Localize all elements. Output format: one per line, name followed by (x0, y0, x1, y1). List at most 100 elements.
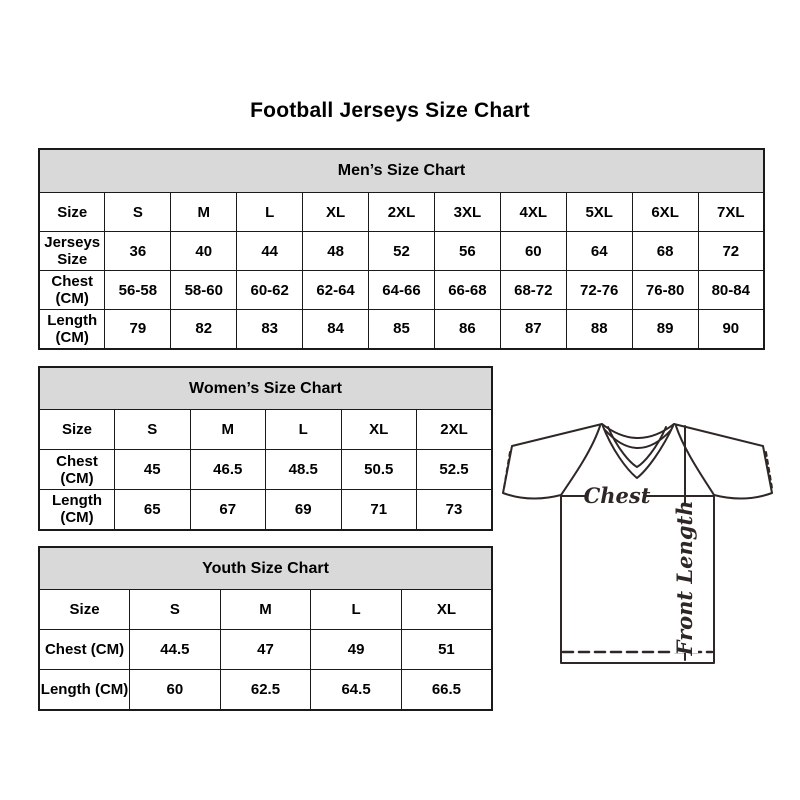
value-cell: 40 (170, 231, 238, 271)
front-length-label: Front Length (672, 501, 697, 657)
value-cell: 72-76 (565, 270, 633, 310)
row-header-cell: Length (CM) (38, 309, 106, 349)
value-cell: 65 (114, 489, 191, 530)
table-title: Youth Size Chart (38, 546, 493, 590)
value-cell: 79 (104, 309, 172, 349)
value-cell: 82 (170, 309, 238, 349)
value-cell: 36 (104, 231, 172, 271)
table-row: Chest (CM) 45 46.5 48.5 50.5 52.5 (38, 449, 493, 490)
jersey-vneck-outer (601, 423, 675, 479)
value-cell: 56-58 (104, 270, 172, 310)
value-cell: 45 (114, 449, 191, 490)
table-row: Chest (CM) 44.5 47 49 51 (38, 629, 493, 670)
table-title-row: Women’s Size Chart (38, 366, 493, 410)
value-cell: 68 (631, 231, 699, 271)
value-cell: 64 (565, 231, 633, 271)
row-header-cell: Chest (CM) (38, 629, 131, 670)
value-cell: L (310, 589, 402, 630)
table-row: Chest (CM) 56-58 58-60 60-62 62-64 64-66 66-68… (38, 270, 765, 310)
value-cell: L (265, 409, 342, 450)
value-cell: 89 (631, 309, 699, 349)
value-cell: 58-60 (170, 270, 238, 310)
value-cell: S (114, 409, 191, 450)
value-cell: 76-80 (631, 270, 699, 310)
row-header-cell: Jerseys Size (38, 231, 106, 271)
value-cell: 46.5 (189, 449, 266, 490)
row-header-cell: Size (38, 192, 106, 232)
value-cell: 84 (302, 309, 370, 349)
row-header-cell: Length (CM) (38, 489, 115, 530)
value-cell: 62.5 (219, 669, 312, 710)
right-sleeve-seam (675, 425, 715, 496)
jersey-vneck-inner (607, 426, 667, 468)
value-cell: M (219, 589, 312, 630)
value-cell: 85 (368, 309, 435, 349)
value-cell: M (189, 409, 266, 450)
value-cell: 64.5 (310, 669, 402, 710)
value-cell: 90 (697, 309, 765, 349)
value-cell: 86 (433, 309, 501, 349)
table-row: Length (CM) 60 62.5 64.5 66.5 (38, 669, 493, 710)
table-title-row: Men’s Size Chart (38, 148, 765, 193)
chest-label: Chest (584, 483, 651, 508)
value-cell: 88 (565, 309, 633, 349)
jersey-outline (502, 423, 773, 664)
value-cell: 66-68 (433, 270, 501, 310)
value-cell: 66.5 (400, 669, 493, 710)
value-cell: 67 (189, 489, 266, 530)
value-cell: 7XL (697, 192, 765, 232)
value-cell: 69 (265, 489, 342, 530)
left-cuff-stitch (503, 451, 511, 489)
right-cuff-stitch (765, 451, 773, 489)
chest-label-backing (588, 482, 646, 508)
mens-size-chart-table: Men’s Size Chart Size S M L XL 2XL 3XL 4XL 5XL 6XL… (38, 148, 765, 350)
row-header-cell: Chest (CM) (38, 449, 115, 490)
value-cell: 4XL (499, 192, 567, 232)
row-header-cell: Chest (CM) (38, 270, 106, 310)
table-row: Size S M L XL 2XL (38, 409, 493, 450)
value-cell: 47 (219, 629, 312, 670)
page-title: Football Jerseys Size Chart (250, 99, 530, 122)
value-cell: 44.5 (129, 629, 221, 670)
table-row: Length (CM) 65 67 69 71 73 (38, 489, 493, 530)
value-cell: 2XL (416, 409, 493, 450)
value-cell: 3XL (433, 192, 501, 232)
value-cell: XL (302, 192, 370, 232)
table-row: Size S M L XL 2XL 3XL 4XL 5XL 6XL 7XL (38, 192, 765, 232)
value-cell: 5XL (565, 192, 633, 232)
value-cell: 71 (340, 489, 417, 530)
table-row: Size S M L XL (38, 589, 493, 630)
value-cell: 2XL (368, 192, 435, 232)
value-cell: 73 (416, 489, 493, 530)
table-title-row: Youth Size Chart (38, 546, 493, 590)
youth-size-chart-table: Youth Size Chart Size S M L XL Chest (CM) 44.5 4… (38, 546, 493, 711)
value-cell: 64-66 (368, 270, 435, 310)
value-cell: L (236, 192, 304, 232)
value-cell: 50.5 (340, 449, 417, 490)
row-header-cell: Size (38, 409, 115, 450)
value-cell: 80-84 (697, 270, 765, 310)
value-cell: S (129, 589, 221, 630)
value-cell: 62-64 (302, 270, 370, 310)
value-cell: 48.5 (265, 449, 342, 490)
front-length-label-backing (673, 503, 698, 653)
value-cell: 51 (400, 629, 493, 670)
value-cell: 48 (302, 231, 370, 271)
value-cell: 72 (697, 231, 765, 271)
row-header-cell: Size (38, 589, 131, 630)
value-cell: 52 (368, 231, 435, 271)
value-cell: 60 (499, 231, 567, 271)
value-cell: XL (340, 409, 417, 450)
value-cell: M (170, 192, 238, 232)
value-cell: 60-62 (236, 270, 304, 310)
left-sleeve-seam (560, 425, 601, 496)
womens-size-chart-table: Women’s Size Chart Size S M L XL 2XL Chest (CM)… (38, 366, 493, 531)
value-cell: 49 (310, 629, 402, 670)
value-cell: 83 (236, 309, 304, 349)
value-cell: 44 (236, 231, 304, 271)
value-cell: 68-72 (499, 270, 567, 310)
value-cell: 52.5 (416, 449, 493, 490)
value-cell: 87 (499, 309, 567, 349)
table-row: Length (CM) 79 82 83 84 85 86 87 88 89 90 (38, 309, 765, 349)
